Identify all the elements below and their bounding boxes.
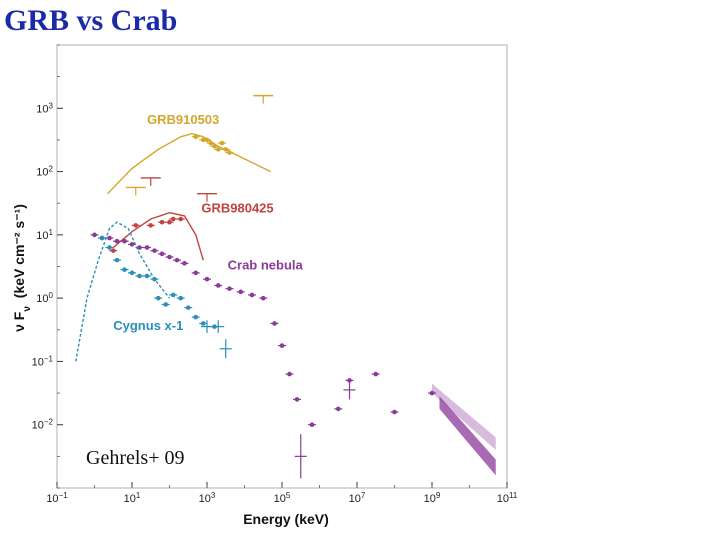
- y-axis-title-sub: ν: [22, 306, 33, 312]
- x-tick-label-3: 105: [274, 491, 291, 506]
- crab-nebula-point-29: [429, 390, 435, 396]
- cygnus-x-1-point-9: [163, 302, 169, 307]
- axes: [56, 44, 508, 489]
- crab-nebula-point-3: [114, 238, 120, 244]
- crab-nebula-point-14: [204, 276, 210, 282]
- cygnus-x-1-point-13: [193, 314, 199, 320]
- crab-nebula-point-20: [272, 321, 277, 326]
- cygnus-x-1-point-8: [155, 295, 161, 301]
- cygnus-x-1-curve: [75, 221, 171, 362]
- y-axis-title-units: (keV cm⁻² s⁻¹): [11, 204, 27, 298]
- y-axis-title: ν Fν (keV cm⁻² s⁻¹): [11, 204, 33, 332]
- crab-nebula-point-24: [309, 422, 315, 428]
- cygnus-x-1-point-10: [170, 292, 176, 298]
- citation-annotation: Gehrels+ 09: [86, 447, 184, 469]
- grb910503-point-5: [215, 147, 221, 152]
- grb910503-point-3: [208, 140, 214, 146]
- crab-nebula-point-13: [193, 270, 199, 276]
- crab-nebula-point-4: [122, 238, 127, 244]
- grb980425-curve: [112, 211, 204, 261]
- cygnus-x-1-point-11: [178, 295, 184, 301]
- cygnus-x-1-label: Cygnus x-1: [113, 318, 183, 333]
- y-tick-label-1: 10−1: [32, 354, 54, 369]
- crab-nebula-point-28: [392, 409, 397, 415]
- chart-labels: 10−1 101 103 105 107 109 1011 10−2 10−1 100 101 102…: [32, 101, 518, 505]
- crab-nebula-point-16: [227, 286, 232, 291]
- cygnus-x-1-point-4: [129, 270, 135, 276]
- grb910503-point-4: [212, 143, 217, 149]
- x-tick-label-0: 10−1: [46, 491, 68, 506]
- crab-nebula-label: Crab nebula: [228, 258, 304, 273]
- crab-nebula-point-8: [152, 248, 157, 253]
- crab-nebula-point-5: [129, 242, 135, 247]
- grb980425-point-5: [167, 219, 172, 225]
- slide-title: GRB vs Crab: [4, 4, 178, 37]
- crab-nebula-point-11: [174, 257, 180, 263]
- cygnus-x-1-point-12: [185, 305, 191, 310]
- grb910503-point-6: [219, 140, 225, 146]
- cygnus-x-1-point-3: [122, 267, 127, 272]
- grb980425-point-3: [148, 223, 154, 228]
- y-tick-label-0: 10−2: [32, 417, 54, 432]
- crab-nebula-point-27: [373, 371, 379, 377]
- crab-nebula-band-0: [432, 383, 496, 451]
- grb910503-point-8: [227, 150, 232, 155]
- x-tick-label-4: 107: [349, 491, 366, 506]
- cygnus-x-1-point-2: [114, 257, 120, 263]
- grb980425-point-4: [159, 219, 165, 225]
- crab-nebula-point-6: [137, 245, 142, 250]
- x-axis-title: Energy (keV): [243, 511, 329, 527]
- x-tick-label-2: 103: [199, 491, 216, 506]
- grb910503-point-0: [193, 134, 199, 140]
- crab-nebula-point-0: [92, 232, 97, 238]
- crab-nebula-point-7: [144, 245, 150, 250]
- crab-nebula-point-15: [215, 283, 221, 288]
- x-tick-label-1: 101: [124, 491, 141, 506]
- grb910503-curve: [107, 132, 272, 195]
- series-grb910503: [107, 94, 274, 196]
- grb980425-point-2: [133, 223, 139, 228]
- cygnus-x-1-point-1: [107, 245, 112, 250]
- grb910503-label: GRB910503: [147, 112, 219, 127]
- crab-nebula-point-18: [249, 292, 255, 298]
- cygnus-x-1-point-7: [152, 276, 157, 282]
- svg-text:ν Fν (keV cm⁻² s⁻¹): ν Fν (keV cm⁻² s⁻¹): [11, 204, 33, 332]
- crab-nebula-point-17: [238, 289, 244, 295]
- crab-nebula-point-12: [182, 261, 187, 266]
- y-axis-title-main: ν F: [11, 311, 27, 332]
- grb910503-point-2: [204, 137, 210, 143]
- grb980425-point-6: [170, 216, 176, 222]
- series-crab-nebula: [90, 232, 496, 479]
- grb910503-point-7: [223, 147, 229, 152]
- y-tick-label-5: 103: [36, 101, 53, 116]
- x-tick-label-5: 109: [424, 491, 441, 506]
- crab-nebula-point-10: [167, 254, 172, 260]
- cygnus-x-1-point-5: [137, 273, 142, 279]
- cygnus-x-1-point-14: [200, 321, 206, 326]
- crab-nebula-point-25: [335, 406, 341, 412]
- cygnus-x-1-point-0: [99, 235, 105, 241]
- series-cygnus-x-1: [75, 221, 232, 362]
- crab-nebula-point-22: [287, 371, 292, 377]
- crab-nebula-band-1: [439, 396, 496, 476]
- crab-nebula-point-23: [294, 397, 300, 402]
- y-tick-label-4: 102: [36, 164, 53, 179]
- crab-nebula-point-21: [279, 343, 285, 348]
- y-tick-label-2: 100: [36, 291, 53, 306]
- grb980425-point-0: [110, 248, 116, 253]
- x-tick-label-6: 1011: [497, 491, 518, 506]
- plot-frame: [56, 44, 508, 489]
- cygnus-x-1-point-6: [144, 273, 150, 279]
- crab-nebula-point-19: [260, 295, 266, 301]
- grb980425-point-7: [178, 216, 184, 222]
- crab-nebula-point-9: [159, 251, 165, 257]
- grb980425-label: GRB980425: [201, 201, 273, 216]
- crab-nebula-point-2: [107, 235, 112, 241]
- chart-marks: [75, 94, 496, 479]
- y-tick-label-3: 101: [36, 227, 53, 242]
